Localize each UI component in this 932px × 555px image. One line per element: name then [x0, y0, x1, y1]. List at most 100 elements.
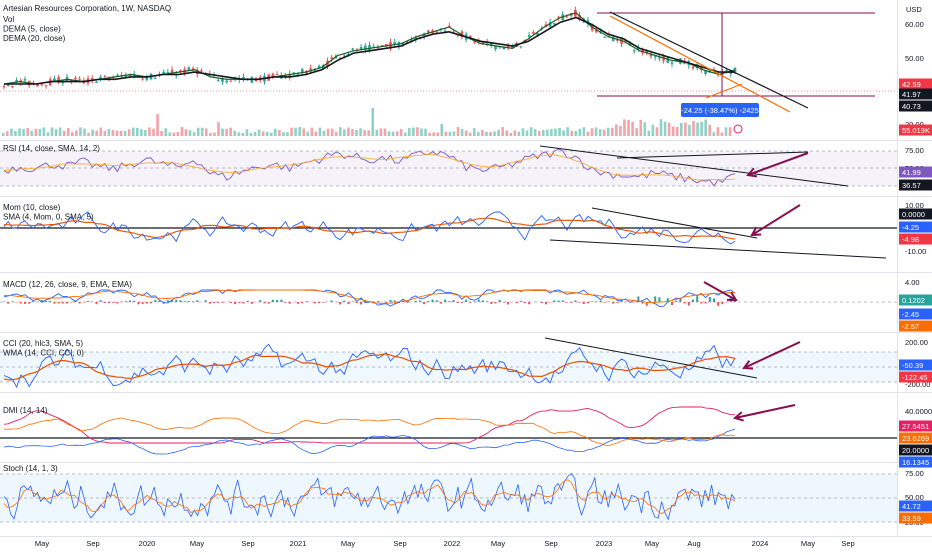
axis-value-tag-text: 20.0000	[902, 446, 929, 455]
macd-histogram-bar	[675, 301, 677, 302]
volume-bar	[639, 120, 642, 136]
volume-bar	[627, 120, 630, 136]
volume-bar	[34, 129, 37, 136]
candle-body	[3, 86, 6, 87]
volume-bar	[233, 131, 236, 136]
volume-bar	[140, 129, 143, 136]
volume-bar	[392, 132, 395, 136]
axis-value-tag-text: 0.1202	[902, 296, 925, 305]
macd-histogram-bar	[213, 302, 215, 303]
candle-body	[553, 23, 556, 24]
volume-bar	[258, 130, 261, 136]
time-axis-label: May	[491, 539, 505, 548]
macd-histogram-bar	[486, 301, 488, 302]
volume-bar	[704, 120, 707, 136]
volume-bar	[181, 127, 184, 136]
volume-bar	[237, 132, 240, 136]
volume-bar	[461, 129, 464, 136]
axis-value-tag-text: -2.57	[902, 322, 919, 331]
axis-tick-label: 60.00	[905, 20, 924, 29]
volume-bar	[221, 129, 224, 136]
time-axis-label: Sep	[393, 539, 406, 548]
volume-bar	[168, 132, 171, 136]
volume-bar	[668, 123, 671, 136]
trend-line-drawing	[610, 16, 790, 112]
volume-bar	[522, 128, 525, 136]
macd-histogram-bar	[448, 301, 450, 302]
axis-value-tag-text: -50.39	[902, 361, 923, 370]
axis-value-tag-text: -122.45	[902, 373, 927, 382]
volume-bar	[43, 127, 46, 136]
candle-body	[62, 82, 65, 83]
pane-title: Stoch (14, 1, 3)	[3, 464, 58, 473]
volume-bar	[193, 132, 196, 136]
volume-bar	[229, 128, 232, 136]
measure-label: -24.25 (-38.47%) -2425	[681, 106, 759, 115]
axis-value-tag-text: 0.0000	[902, 210, 925, 219]
volume-bar	[416, 127, 419, 136]
volume-bar	[388, 131, 391, 136]
macd-histogram-bar	[247, 301, 249, 302]
candle-body	[351, 48, 354, 49]
axis-value-tag-text: 23.6269	[902, 434, 929, 443]
volume-bar	[412, 128, 415, 136]
macd-line	[4, 290, 735, 306]
volume-bar	[607, 128, 610, 136]
volume-bar	[692, 121, 695, 136]
macd-histogram-bar	[259, 300, 261, 302]
macd-histogram-bar	[297, 302, 299, 304]
volume-bar	[319, 128, 322, 136]
candle-body	[633, 50, 636, 51]
volume-bar	[91, 130, 94, 136]
volume-bar	[189, 130, 192, 136]
macd-histogram-bar	[129, 301, 131, 302]
axis-value-tag-text: 40.73	[902, 102, 921, 111]
macd-histogram-bar	[654, 296, 656, 302]
volume-bar	[290, 128, 293, 136]
candle-body	[104, 76, 107, 77]
macd-histogram-bar	[440, 302, 442, 304]
macd-histogram-bar	[495, 302, 497, 303]
macd-histogram-bar	[62, 302, 64, 303]
volume-bar	[497, 130, 500, 136]
candle-body	[116, 75, 119, 76]
candle-body	[671, 62, 674, 63]
macd-histogram-bar	[352, 301, 354, 302]
macd-histogram-bar	[436, 300, 438, 302]
volume-bar	[298, 127, 301, 136]
volume-bar	[173, 133, 176, 136]
axis-value-tag-text: 16.1345	[902, 458, 929, 467]
axis-value-tag-text: 41.97	[902, 90, 921, 99]
volume-bar	[526, 130, 529, 136]
volume-bar	[99, 128, 102, 136]
volume-bar	[311, 128, 314, 136]
macd-histogram-bar	[457, 302, 459, 303]
volume-bar	[631, 122, 634, 136]
volume-bar	[254, 132, 257, 136]
candle-body	[99, 77, 102, 79]
macd-histogram-bar	[289, 302, 291, 304]
candle-body	[654, 56, 657, 57]
volume-bar	[10, 129, 13, 136]
volume-bar	[550, 129, 553, 136]
volume-bar	[286, 132, 289, 136]
volume-bar	[343, 129, 346, 136]
macd-histogram-bar	[553, 300, 555, 302]
volume-bar	[558, 128, 561, 136]
macd-histogram-bar	[478, 300, 480, 302]
candle-body	[528, 35, 531, 37]
volume-bar	[672, 127, 675, 136]
volume-bar	[201, 128, 204, 136]
macd-histogram-bar	[11, 301, 13, 302]
macd-histogram-bar	[444, 300, 446, 302]
macd-histogram-bar	[87, 301, 89, 302]
macd-histogram-bar	[700, 302, 702, 304]
volume-bar	[262, 131, 265, 136]
volume-bar	[18, 128, 21, 136]
axis-tick-label: 50.00	[905, 54, 924, 63]
time-axis-label: Aug	[687, 539, 700, 548]
macd-histogram-bar	[268, 302, 270, 304]
annotation-arrow	[735, 405, 795, 418]
time-axis-label: Sep	[841, 539, 854, 548]
